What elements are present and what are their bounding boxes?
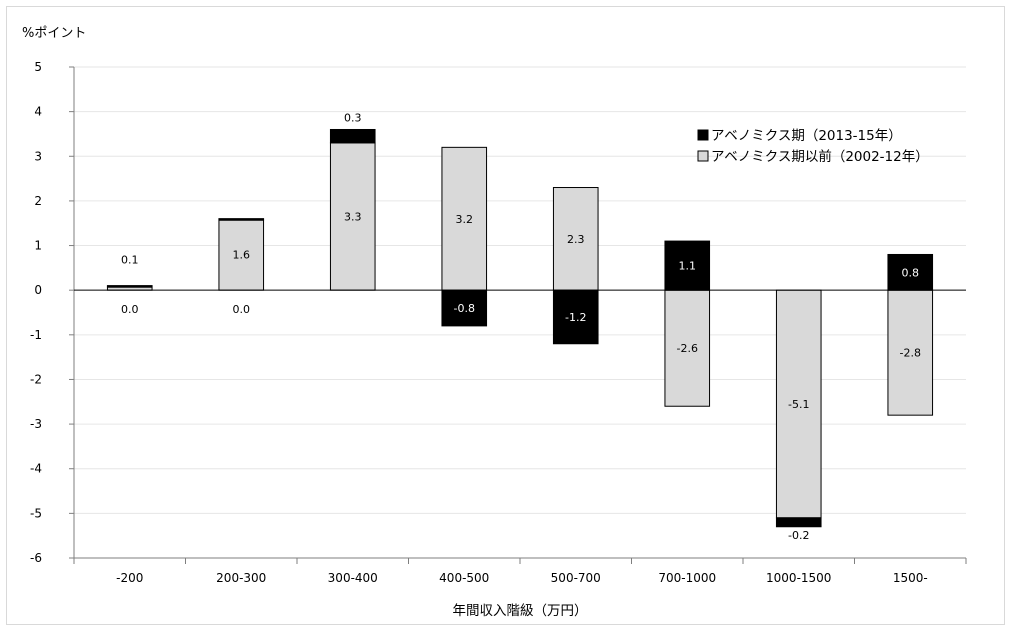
data-labels: 0.1 0.0 1.6 0.0 3.3 0.3 3.2 -0.8 2.3 -1.2 -2.6 1.1 -… bbox=[121, 111, 921, 541]
data-label-pre-abenomics: 3.2 bbox=[456, 213, 474, 226]
x-tick-label: 300-400 bbox=[328, 571, 378, 585]
bar-abenomics bbox=[218, 218, 265, 221]
y-tick-label: -2 bbox=[30, 372, 42, 386]
data-label-pre-abenomics: 3.3 bbox=[344, 211, 362, 224]
legend: アベノミクス期（2013-15年） アベノミクス期以前（2002-12年） bbox=[697, 128, 929, 165]
bar-pre-abenomics bbox=[329, 142, 376, 291]
bar-abenomics bbox=[775, 517, 822, 528]
y-tick-label: 2 bbox=[34, 194, 42, 208]
x-tick-label: 1000-1500 bbox=[766, 571, 831, 585]
y-tick-label: -5 bbox=[30, 506, 42, 520]
legend-swatch-pre-abenomics bbox=[697, 150, 709, 162]
x-tick-label: 200-300 bbox=[216, 571, 266, 585]
y-tick-label: 5 bbox=[34, 60, 42, 74]
y-axis-unit-label: %ポイント bbox=[22, 26, 86, 41]
bar-pre-abenomics bbox=[441, 146, 488, 291]
data-label-abenomics: 0.0 bbox=[233, 303, 251, 316]
y-tick-label: -6 bbox=[30, 551, 42, 565]
y-tick-label: 4 bbox=[34, 105, 42, 119]
legend-label-pre-abenomics: アベノミクス期以前（2002-12年） bbox=[711, 148, 929, 165]
y-tick-label: -3 bbox=[30, 417, 42, 431]
legend-swatch-abenomics bbox=[697, 129, 709, 141]
bar-abenomics bbox=[552, 289, 599, 345]
chart-border bbox=[6, 6, 1005, 625]
bars bbox=[106, 128, 934, 528]
y-tick-label: -4 bbox=[30, 462, 42, 476]
axes: 5 4 3 2 1 0 -1 -2 -3 -4 -5 -6 -200 200-300 300-400 400-… bbox=[30, 60, 967, 585]
data-label-abenomics: -1.2 bbox=[565, 311, 586, 324]
bar-abenomics bbox=[106, 285, 153, 288]
data-label-abenomics: -0.2 bbox=[788, 529, 809, 542]
data-label-pre-abenomics: 1.6 bbox=[233, 248, 251, 261]
data-label-abenomics: 0.0 bbox=[121, 303, 139, 316]
y-tick-label: 0 bbox=[34, 283, 42, 297]
y-tick-label: -1 bbox=[30, 328, 42, 342]
data-label-abenomics: -0.8 bbox=[454, 302, 475, 315]
x-tick-label: 700-1000 bbox=[658, 571, 716, 585]
data-label-pre-abenomics: -2.6 bbox=[677, 342, 698, 355]
y-tick-label: 1 bbox=[34, 239, 42, 253]
data-label-abenomics: 0.8 bbox=[902, 266, 920, 279]
data-label-pre-abenomics: 0.1 bbox=[121, 254, 139, 267]
x-tick-label: 1500- bbox=[893, 571, 928, 585]
legend-label-abenomics: アベノミクス期（2013-15年） bbox=[711, 128, 902, 144]
x-axis-title: 年間収入階級（万円） bbox=[453, 603, 588, 619]
x-tick-label: -200 bbox=[116, 571, 143, 585]
bar-abenomics bbox=[664, 240, 711, 291]
data-label-pre-abenomics: -5.1 bbox=[788, 398, 809, 411]
data-label-abenomics: 0.3 bbox=[344, 111, 362, 124]
data-label-pre-abenomics: -2.8 bbox=[900, 347, 921, 360]
bar-pre-abenomics bbox=[887, 289, 934, 416]
bar-abenomics bbox=[329, 128, 376, 144]
legend-item-pre-abenomics: アベノミクス期以前（2002-12年） bbox=[697, 148, 929, 165]
bar-abenomics bbox=[441, 289, 488, 327]
legend-item-abenomics: アベノミクス期（2013-15年） bbox=[697, 128, 902, 144]
data-label-pre-abenomics: 2.3 bbox=[567, 233, 585, 246]
y-tick-label: 3 bbox=[34, 149, 42, 163]
x-tick-label: 400-500 bbox=[439, 571, 489, 585]
bar-pre-abenomics bbox=[664, 289, 711, 407]
bar-pre-abenomics bbox=[552, 187, 599, 291]
x-tick-label: 500-700 bbox=[551, 571, 601, 585]
bar-pre-abenomics bbox=[775, 289, 822, 519]
data-label-abenomics: 1.1 bbox=[679, 260, 697, 273]
